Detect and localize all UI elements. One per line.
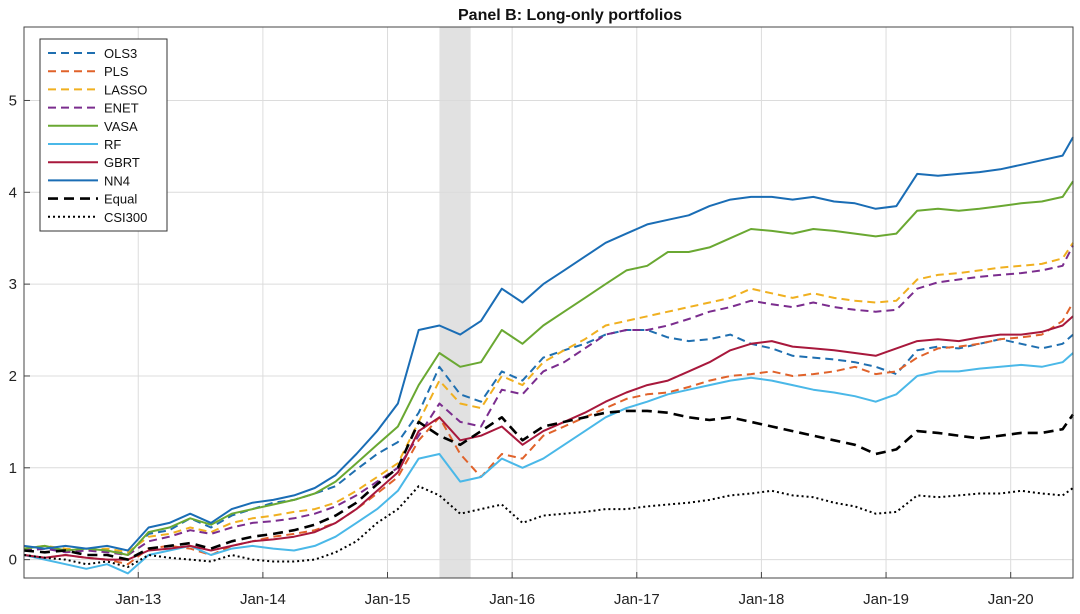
- plot-frame: [23, 26, 1074, 579]
- legend-label-vasa: VASA: [104, 119, 138, 134]
- legend-label-rf: RF: [104, 137, 121, 152]
- series-line-rf: [23, 352, 1074, 575]
- series-line-enet: [23, 245, 1074, 556]
- series-line-pls: [23, 302, 1074, 566]
- series-line-csi300: [23, 485, 1074, 568]
- legend-label-lasso: LASSO: [104, 82, 147, 97]
- legend-label-ols3: OLS3: [104, 46, 137, 61]
- legend-label-nn4: NN4: [104, 173, 130, 188]
- y-tick-label: 4: [9, 184, 17, 201]
- x-tick-label: Jan-18: [738, 591, 784, 608]
- x-tick-label: Jan-17: [614, 591, 660, 608]
- series-line-vasa: [23, 180, 1074, 556]
- chart-title: Panel B: Long-only portfolios: [458, 7, 682, 24]
- legend-label-equal: Equal: [104, 192, 137, 207]
- series-line-equal: [23, 409, 1075, 561]
- x-tick-label: Jan-19: [863, 591, 909, 608]
- y-axis-ticks: 0 1 2 3 4 5: [9, 92, 30, 569]
- x-tick-label: Jan-13: [115, 591, 161, 608]
- series-line-lasso: [23, 242, 1074, 554]
- axes-frame: [23, 26, 1074, 579]
- y-tick-label: 3: [9, 276, 17, 293]
- shaded-period: [439, 27, 471, 578]
- x-tick-label: Jan-16: [489, 591, 535, 608]
- series-layer: [23, 136, 1075, 575]
- y-tick-label: 2: [9, 368, 17, 385]
- x-axis-ticks: Jan-13 Jan-14 Jan-15 Jan-16 Jan-17 Jan-18 Jan-…: [115, 572, 1034, 608]
- legend-label-csi300: CSI300: [104, 210, 147, 225]
- legend-label-pls: PLS: [104, 64, 129, 79]
- series-line-gbrt: [23, 315, 1074, 561]
- legend: OLS3 PLS LASSO ENET VASA RF GBRT NN4 Equal CSI300: [39, 38, 168, 232]
- x-tick-label: Jan-15: [365, 591, 411, 608]
- x-tick-label: Jan-14: [240, 591, 286, 608]
- y-tick-label: 5: [9, 92, 17, 109]
- series-line-nn4: [23, 136, 1074, 552]
- y-tick-label: 1: [9, 460, 17, 477]
- series-line-ols3: [23, 329, 1074, 556]
- y-tick-label: 0: [9, 552, 17, 569]
- grid: [24, 27, 1073, 578]
- legend-label-enet: ENET: [104, 101, 139, 116]
- legend-label-gbrt: GBRT: [104, 155, 140, 170]
- x-tick-label: Jan-20: [988, 591, 1034, 608]
